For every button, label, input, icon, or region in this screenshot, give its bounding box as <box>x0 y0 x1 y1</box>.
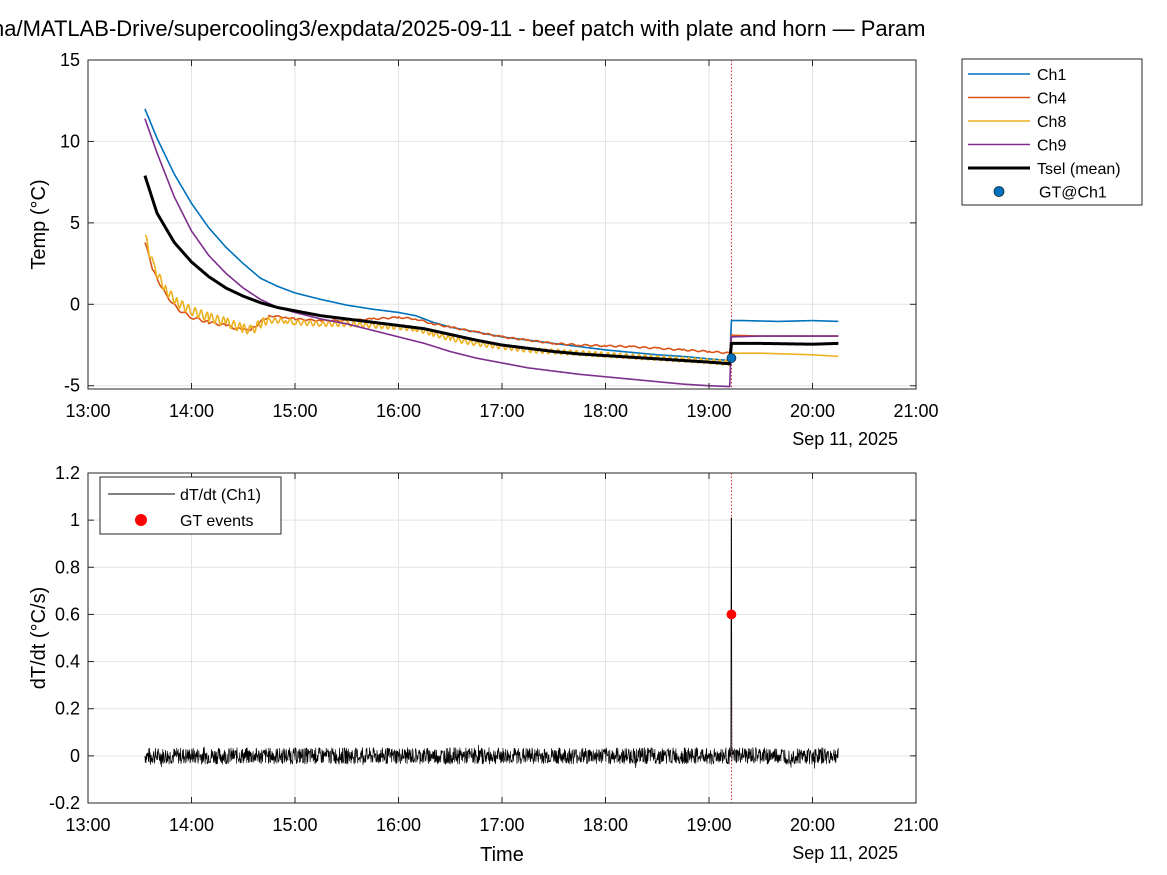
series-line-tsel-mean <box>143 175 840 366</box>
y-tick-label: 0.6 <box>55 604 80 624</box>
legend-swatch-gt-ch1 <box>993 186 1005 197</box>
legend-label-ch1: Ch1 <box>1037 67 1066 84</box>
x-tick-label: 18:00 <box>583 815 628 835</box>
legend-label-gt-events: GT events <box>180 513 254 530</box>
y-tick-label: -0.2 <box>49 793 80 813</box>
series-line-ch4 <box>144 242 839 355</box>
x-tick-label: 16:00 <box>376 815 421 835</box>
series-line-ch9 <box>144 118 839 388</box>
x-tick-label: 17:00 <box>479 401 524 421</box>
series-line-dt-dt-ch1 <box>144 517 839 769</box>
y-tick-label: 10 <box>60 131 80 151</box>
y-tick-label: 1 <box>70 510 80 530</box>
x-tick-label: 15:00 <box>272 815 317 835</box>
y-tick-label: 1.2 <box>55 463 80 483</box>
series-line-ch8 <box>144 234 839 367</box>
legend-label-ch4: Ch4 <box>1037 91 1066 108</box>
x-date-label: Sep 11, 2025 <box>792 843 898 863</box>
x-tick-label: 21:00 <box>893 401 938 421</box>
legend-label-ch9: Ch9 <box>1037 138 1066 155</box>
series-group <box>143 108 840 388</box>
x-tick-label: 13:00 <box>65 815 110 835</box>
x-axis-label: Time <box>480 844 524 866</box>
y-tick-label: 0 <box>70 746 80 766</box>
figure-title: na/MATLAB-Drive/supercooling3/expdata/20… <box>0 14 1167 44</box>
x-tick-label: 17:00 <box>479 815 524 835</box>
figure-title-text: na/MATLAB-Drive/supercooling3/expdata/20… <box>0 16 926 41</box>
marker-gt-events <box>726 609 737 620</box>
marker-gt-ch1 <box>726 353 737 363</box>
derivative-panel: 13:00 14:00 15:00 16:00 17:00 18:00 19:00 20:00… <box>28 463 939 866</box>
y-tick-label: 5 <box>70 213 80 233</box>
x-tick-label: 18:00 <box>583 401 628 421</box>
legend-label-dt-dt-ch1: dT/dt (Ch1) <box>180 487 261 504</box>
y-tick-label: -5 <box>64 376 80 396</box>
legend-label-gt-ch1: GT@Ch1 <box>1039 185 1107 202</box>
y-tick-label: 0 <box>70 294 80 314</box>
grid-lines <box>87 59 917 389</box>
x-tick-label: 13:00 <box>65 401 110 421</box>
x-tick-label: 21:00 <box>893 815 938 835</box>
x-tick-label: 20:00 <box>790 401 835 421</box>
legend: Ch1 Ch4 Ch8 Ch9 Tsel (mean) GT@Ch1 <box>961 58 1143 206</box>
legend-label-ch8: Ch8 <box>1037 114 1066 131</box>
y-tick-label: 0.4 <box>55 652 80 672</box>
legend: dT/dt (Ch1) GT events <box>99 476 282 535</box>
x-tick-label: 14:00 <box>169 815 214 835</box>
x-tick-label: 16:00 <box>376 401 421 421</box>
x-tick-label: 19:00 <box>686 401 731 421</box>
y-tick-label: 15 <box>60 50 80 70</box>
x-tick-label: 15:00 <box>272 401 317 421</box>
y-axis-label: dT/dt (°C/s) <box>28 587 50 689</box>
legend-box <box>99 476 282 535</box>
legend-label-tsel-mean: Tsel (mean) <box>1037 161 1121 178</box>
x-tick-label: 14:00 <box>169 401 214 421</box>
x-date-label: Sep 11, 2025 <box>792 429 898 449</box>
legend-box <box>961 58 1143 206</box>
y-axis-label: Temp (°C) <box>28 179 50 269</box>
legend-swatch-gt-events <box>135 514 147 526</box>
x-tick-label: 19:00 <box>686 815 731 835</box>
series-group <box>144 517 839 769</box>
temperature-panel: 13:00 14:00 15:00 16:00 17:00 18:00 19:00 20:00… <box>28 50 1143 449</box>
y-tick-label: 0.2 <box>55 699 80 719</box>
y-tick-label: 0.8 <box>55 557 80 577</box>
x-tick-label: 20:00 <box>790 815 835 835</box>
